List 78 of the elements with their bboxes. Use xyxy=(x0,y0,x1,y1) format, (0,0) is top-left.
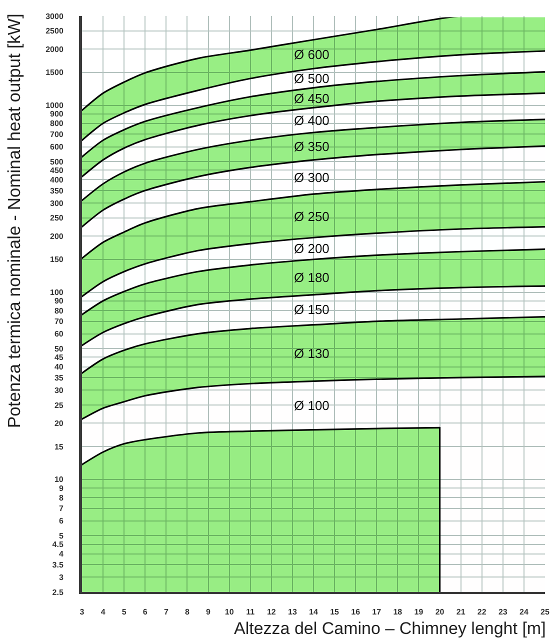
x-tick-label: 5 xyxy=(122,608,127,617)
y-tick-label: 80 xyxy=(54,306,64,316)
y-tick-label: 9 xyxy=(58,484,64,493)
x-tick-label: 21 xyxy=(456,608,466,617)
y-axis-title: Potenza termica nominale - Nominal heat output [kW] xyxy=(4,14,24,428)
y-tick-label: 400 xyxy=(50,175,64,184)
y-tick-label: 150 xyxy=(50,255,64,264)
x-tick-label: 24 xyxy=(519,608,529,617)
y-tick-label: 35 xyxy=(54,373,64,382)
x-tick-label: 4 xyxy=(100,608,106,617)
y-tick-label: 50 xyxy=(54,344,64,354)
y-tick-label: 500 xyxy=(50,157,64,166)
x-tick-label: 3 xyxy=(80,608,85,617)
y-tick-label: 2000 xyxy=(46,44,64,54)
series-label: Ø 100 xyxy=(294,398,330,413)
y-tick-label: 2.5 xyxy=(52,588,64,597)
x-tick-label: 10 xyxy=(224,608,234,617)
y-tick-label: 10 xyxy=(54,475,64,484)
y-tick-label: 4.5 xyxy=(52,540,64,550)
y-tick-label: 15 xyxy=(54,442,64,452)
y-tick-label: 3.5 xyxy=(52,560,64,570)
y-tick-label: 800 xyxy=(50,119,64,128)
y-tick-label: 700 xyxy=(50,130,64,140)
x-tick-label: 6 xyxy=(142,608,148,617)
y-tick-label: 600 xyxy=(50,142,64,152)
y-tick-label: 1500 xyxy=(46,68,64,78)
x-tick-label: 13 xyxy=(288,608,298,617)
y-tick-label: 45 xyxy=(54,352,64,362)
y-tick-label: 25 xyxy=(54,400,64,410)
y-tick-label: 300 xyxy=(50,198,64,208)
y-tick-label: 4 xyxy=(58,550,64,559)
y-tick-label: 2500 xyxy=(46,26,64,36)
y-tick-label: 90 xyxy=(54,296,64,306)
x-tick-label: 15 xyxy=(330,608,340,617)
x-tick-label: 12 xyxy=(266,608,276,617)
series-label: Ø 180 xyxy=(294,270,330,285)
y-tick-label: 450 xyxy=(50,166,64,175)
y-tick-label: 30 xyxy=(54,386,64,395)
y-tick-label: 20 xyxy=(54,418,64,428)
y-tick-label: 8 xyxy=(58,493,64,502)
series-label: Ø 600 xyxy=(294,47,330,62)
y-tick-label: 60 xyxy=(54,330,64,339)
x-tick-label: 11 xyxy=(246,608,256,617)
series-label: Ø 450 xyxy=(294,91,330,106)
y-tick-label: 3000 xyxy=(46,12,64,21)
x-tick-label: 14 xyxy=(309,608,318,617)
series-label: Ø 250 xyxy=(294,209,330,224)
series-label: Ø 400 xyxy=(294,113,330,128)
y-tick-label: 350 xyxy=(50,186,64,196)
y-tick-label: 100 xyxy=(50,288,64,298)
x-tick-label: 7 xyxy=(164,608,169,617)
y-tick-label: 7 xyxy=(58,504,64,514)
y-tick-label: 1000 xyxy=(46,101,64,110)
series-label: Ø 130 xyxy=(294,346,330,361)
series-label: Ø 350 xyxy=(294,139,330,154)
series-label: Ø 200 xyxy=(294,241,330,256)
x-axis-title: Altezza del Camino – Chimney lenght [m] xyxy=(234,619,546,638)
x-tick-label: 8 xyxy=(185,608,190,617)
series-label: Ø 300 xyxy=(294,170,330,185)
x-tick-label: 19 xyxy=(414,608,424,617)
series-label: Ø 150 xyxy=(294,302,330,317)
series-label: Ø 500 xyxy=(294,71,330,86)
y-tick-label: 900 xyxy=(50,110,64,119)
x-tick-label: 25 xyxy=(540,608,550,617)
y-tick-label: 40 xyxy=(54,362,64,372)
x-tick-label: 18 xyxy=(393,608,403,617)
y-tick-label: 6 xyxy=(58,516,64,526)
x-tick-label: 17 xyxy=(372,608,382,617)
y-tick-label: 5 xyxy=(58,531,64,540)
x-tick-label: 22 xyxy=(477,608,487,617)
x-tick-label: 20 xyxy=(435,608,445,617)
y-tick-label: 70 xyxy=(54,317,64,326)
y-tick-label: 250 xyxy=(50,214,64,223)
y-tick-label: 3 xyxy=(58,572,64,582)
y-tick-label: 200 xyxy=(50,232,64,241)
x-tick-label: 16 xyxy=(351,608,361,617)
x-tick-label: 9 xyxy=(206,608,212,617)
x-tick-label: 23 xyxy=(498,608,508,617)
